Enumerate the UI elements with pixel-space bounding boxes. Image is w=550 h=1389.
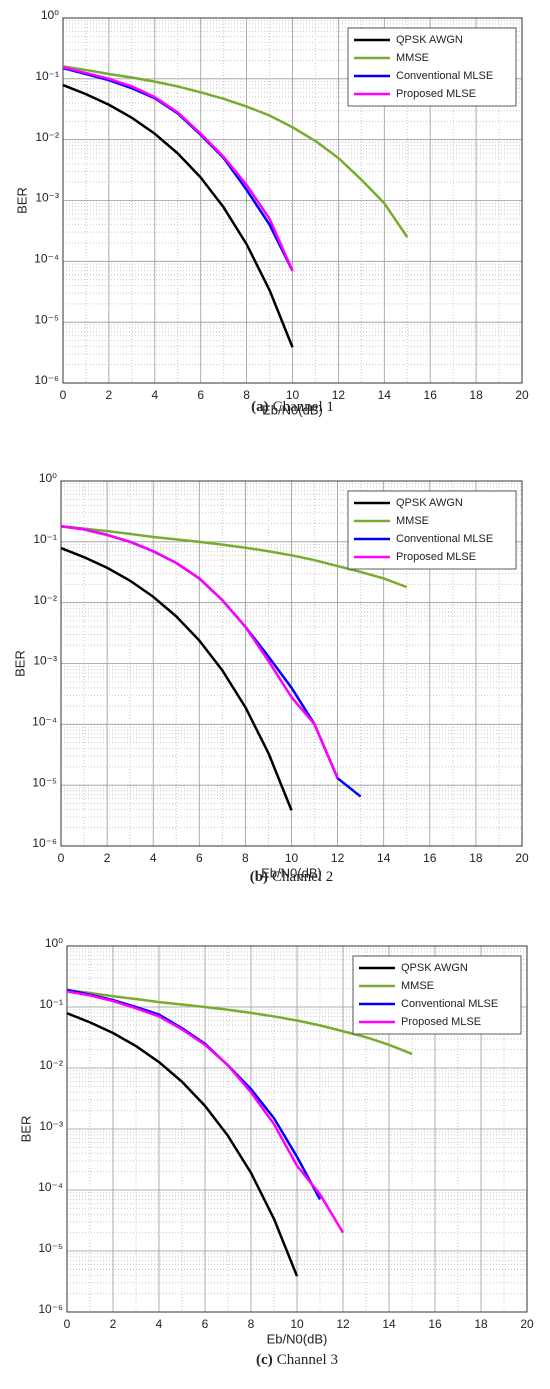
legend-label: Proposed MLSE [396, 551, 476, 563]
x-tick-label: 8 [243, 388, 250, 402]
x-tick-label: 0 [58, 851, 65, 865]
caption-label: (a) [251, 399, 269, 415]
series-line [62, 66, 294, 272]
x-tick-label: 12 [331, 851, 345, 865]
caption-text: Channel 2 [272, 869, 333, 885]
y-tick-label: 10⁰ [45, 936, 63, 950]
x-tick-label: 10 [286, 388, 300, 402]
y-tick-label: 10⁻⁴ [32, 715, 57, 729]
series-line [66, 1012, 299, 1277]
x-tick-label: 12 [336, 1317, 350, 1331]
x-tick-label: 2 [104, 851, 111, 865]
x-tick-label: 20 [515, 388, 529, 402]
x-tick-label: 20 [520, 1317, 534, 1331]
y-tick-label: 10⁻² [39, 1058, 63, 1072]
legend-label: Conventional MLSE [396, 533, 493, 545]
x-tick-label: 18 [474, 1317, 488, 1331]
x-tick-label: 12 [332, 388, 346, 402]
y-tick-label: 10⁻⁵ [32, 775, 57, 789]
y-tick-label: 10⁻² [35, 130, 59, 144]
legend: QPSK AWGN MMSE Conventional MLSE Proposed M… [347, 490, 517, 570]
legend-label: MMSE [396, 515, 429, 527]
series-line [60, 546, 293, 811]
legend-label: Proposed MLSE [401, 1016, 481, 1028]
x-tick-label: 16 [428, 1317, 442, 1331]
x-tick-label: 2 [106, 388, 113, 402]
legend-label: Conventional MLSE [401, 998, 498, 1010]
y-axis-label: BER [18, 1116, 33, 1143]
legend-label: Proposed MLSE [396, 88, 476, 100]
x-tick-label: 4 [156, 1317, 163, 1331]
series-line [66, 990, 345, 1234]
y-tick-label: 10⁻³ [33, 654, 57, 668]
y-tick-label: 10⁻⁵ [34, 312, 59, 326]
legend-label: QPSK AWGN [396, 497, 463, 509]
x-tick-label: 14 [378, 388, 392, 402]
y-tick-label: 10⁻⁴ [38, 1180, 63, 1194]
x-tick-label: 16 [423, 851, 437, 865]
caption: (c) Channel 3 [256, 1352, 338, 1368]
x-tick-label: 6 [197, 388, 204, 402]
x-tick-label: 18 [469, 388, 483, 402]
y-tick-label: 10⁻¹ [33, 532, 57, 546]
y-tick-label: 10⁻⁶ [38, 1302, 63, 1316]
chart: 0 2 4 6 8 10 12 14 16 18 20 10⁻⁶ 10⁻⁵ 10⁻⁴ 10⁻³ 10⁻² 10⁻… [18, 936, 534, 1368]
y-tick-label: 10⁰ [41, 8, 59, 22]
y-tick-label: 10⁻¹ [39, 997, 63, 1011]
legend-label: Conventional MLSE [396, 70, 493, 82]
x-tick-label: 4 [151, 388, 158, 402]
x-tick-label: 0 [60, 388, 67, 402]
y-tick-label: 10⁻³ [35, 191, 59, 205]
y-tick-label: 10⁻² [33, 593, 57, 607]
legend-label: QPSK AWGN [401, 962, 468, 974]
x-tick-label: 2 [110, 1317, 117, 1331]
legend: QPSK AWGN MMSE Conventional MLSE Proposed M… [347, 27, 517, 107]
series-line [62, 65, 409, 238]
caption-label: (b) [250, 869, 268, 885]
chart: 0 2 4 6 8 10 12 14 16 18 20 10⁻⁶ 10⁻⁵ 10⁻⁴ 10⁻³ 10⁻² 10⁻… [12, 471, 529, 885]
caption: (b) Channel 2 [250, 869, 334, 885]
x-tick-label: 10 [290, 1317, 304, 1331]
x-tick-label: 20 [515, 851, 529, 865]
x-tick-label: 8 [248, 1317, 255, 1331]
y-tick-label: 10⁻³ [39, 1119, 63, 1133]
x-tick-label: 16 [424, 388, 438, 402]
plot-frame [62, 17, 523, 384]
x-tick-label: 14 [377, 851, 391, 865]
legend: QPSK AWGN MMSE Conventional MLSE Proposed M… [352, 955, 522, 1035]
x-axis-label: Eb/N0(dB) [261, 865, 322, 880]
x-tick-label: 0 [64, 1317, 71, 1331]
x-tick-label: 6 [196, 851, 203, 865]
legend-label: QPSK AWGN [396, 34, 463, 46]
x-tick-label: 8 [242, 851, 249, 865]
legend-label: MMSE [401, 980, 434, 992]
x-axis-label: Eb/N0(dB) [262, 402, 323, 417]
y-tick-label: 10⁻⁶ [34, 373, 59, 387]
chart: 0 2 4 6 8 10 12 14 16 18 20 10⁻⁶ 10⁻⁵ 10⁻⁴ 10⁻³ 10⁻² 10⁻… [14, 8, 529, 417]
series-line [60, 525, 339, 779]
y-axis-label: BER [12, 650, 27, 677]
x-tick-label: 18 [469, 851, 483, 865]
caption-text: Channel 1 [273, 399, 334, 415]
x-axis-label: Eb/N0(dB) [267, 1331, 328, 1346]
legend-label: MMSE [396, 52, 429, 64]
y-tick-label: 10⁻⁶ [32, 836, 57, 850]
series-line [62, 83, 294, 348]
y-axis-label: BER [14, 187, 29, 214]
x-tick-label: 6 [202, 1317, 209, 1331]
caption-text: Channel 3 [277, 1352, 338, 1368]
y-tick-label: 10⁻¹ [35, 69, 59, 83]
x-tick-label: 10 [285, 851, 299, 865]
caption-label: (c) [256, 1352, 273, 1368]
caption: (a) Channel 1 [251, 399, 334, 415]
y-tick-label: 10⁻⁵ [38, 1241, 63, 1255]
x-tick-label: 4 [150, 851, 157, 865]
y-tick-label: 10⁰ [39, 471, 57, 485]
y-tick-label: 10⁻⁴ [34, 252, 59, 266]
plot-frame [60, 480, 523, 847]
plot-frame [66, 945, 528, 1313]
x-tick-label: 14 [382, 1317, 396, 1331]
